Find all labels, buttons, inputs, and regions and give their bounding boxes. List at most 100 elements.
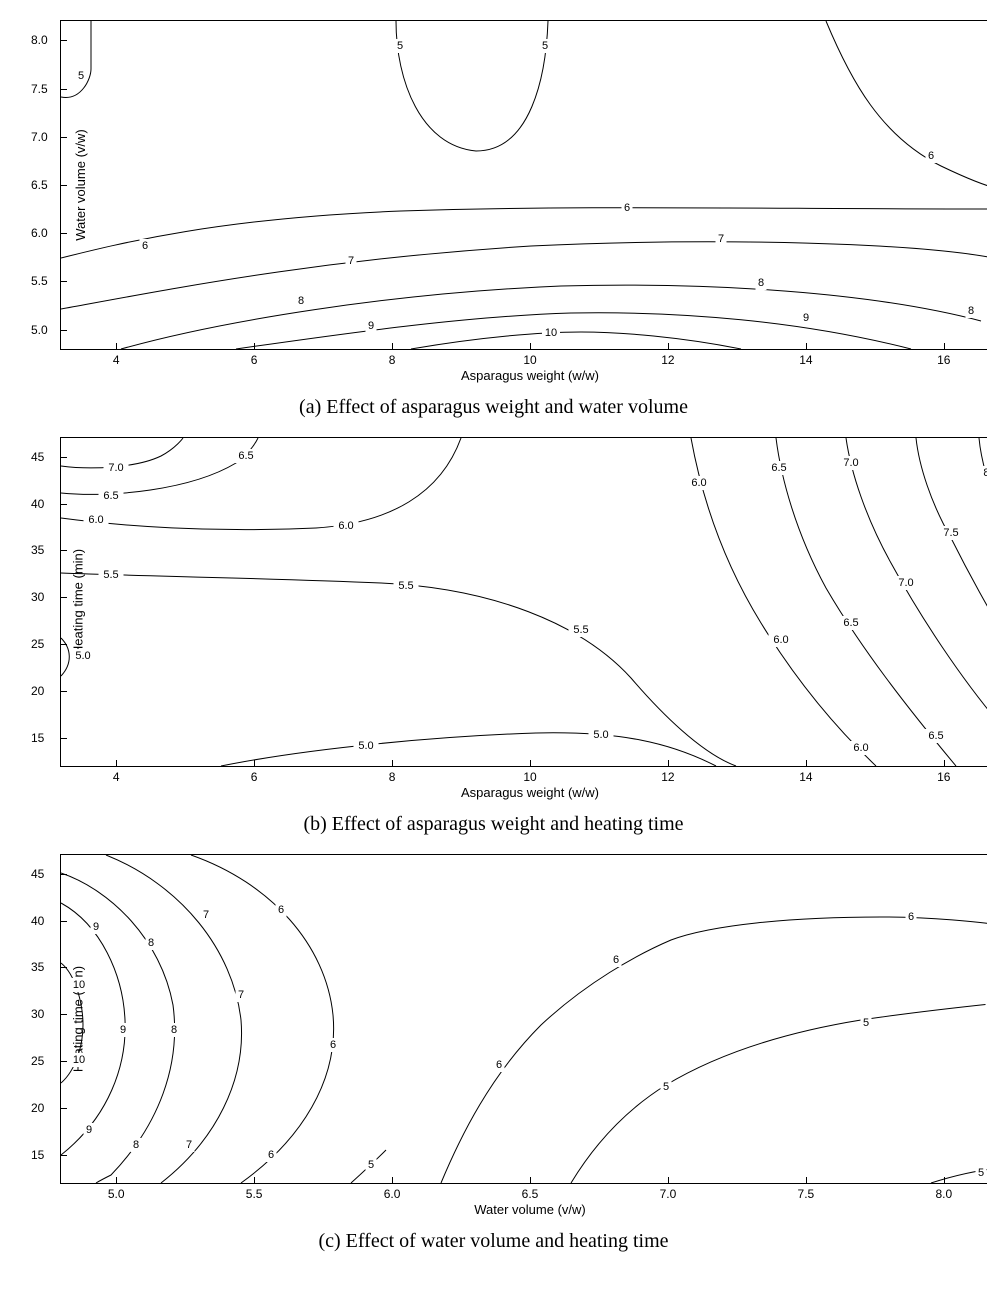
y-tick: 5.0 xyxy=(31,323,48,337)
x-tick: 8.0 xyxy=(935,1187,952,1201)
y-tick: 30 xyxy=(31,1007,44,1021)
contour-label: 6 xyxy=(330,1039,336,1051)
contour-label: 7 xyxy=(238,989,244,1001)
contour-label: 9 xyxy=(120,1024,126,1036)
x-axis-label: Asparagus weight (w/w) xyxy=(461,785,599,800)
contour-line xyxy=(221,733,716,766)
contour-label: 8 xyxy=(968,305,974,317)
contour-label: 9 xyxy=(803,312,809,324)
contour-label: 5.5 xyxy=(573,624,588,636)
contour-label: 5 xyxy=(78,70,84,82)
contour-label: 7.0 xyxy=(843,457,858,469)
contour-label: 7.0 xyxy=(108,462,123,474)
contour-line xyxy=(396,21,548,151)
contour-label: 5 xyxy=(863,1017,869,1029)
contour-label: 5.5 xyxy=(103,569,118,581)
y-tick: 6.0 xyxy=(31,226,48,240)
panel-a: Water volume (v/w)Asparagus weight (w/w)… xyxy=(20,20,967,419)
contour-label: 5.0 xyxy=(75,650,90,662)
y-tick: 40 xyxy=(31,497,44,511)
panel-caption: (b) Effect of asparagus weight and heati… xyxy=(20,813,967,836)
contour-line xyxy=(61,21,91,97)
contour-label: 6.0 xyxy=(853,742,868,754)
contour-label: 5.0 xyxy=(358,740,373,752)
plot-area: Water volume (v/w)Asparagus weight (w/w)… xyxy=(60,20,987,350)
contour-label: 8 xyxy=(758,277,764,289)
contour-label: 6.5 xyxy=(843,617,858,629)
panel-c: Heating time (min)Water volume (v/w)1520… xyxy=(20,854,967,1253)
contour-label: 7 xyxy=(203,909,209,921)
contour-label: 8.0 xyxy=(983,467,987,479)
x-tick: 8 xyxy=(389,353,396,367)
y-tick: 8.0 xyxy=(31,33,48,47)
x-tick: 14 xyxy=(799,353,812,367)
x-tick: 6.0 xyxy=(384,1187,401,1201)
y-tick: 7.5 xyxy=(31,82,48,96)
contour-line xyxy=(61,438,258,494)
contour-line xyxy=(411,332,741,349)
contour-line xyxy=(106,855,242,1183)
x-tick: 6 xyxy=(251,353,258,367)
x-tick: 8 xyxy=(389,770,396,784)
contour-svg: 7.0 6.5 6.5 6.0 6.0 5.5 5.5 5.5 5.0 5.0 5.0 6.0 6.0 6… xyxy=(61,438,987,766)
x-tick: 7.5 xyxy=(798,1187,815,1201)
x-tick: 12 xyxy=(661,770,674,784)
contour-label: 5 xyxy=(663,1081,669,1093)
contour-label: 6 xyxy=(908,911,914,923)
y-tick: 15 xyxy=(31,731,44,745)
contour-line xyxy=(61,438,461,530)
x-tick: 16 xyxy=(937,770,950,784)
y-tick: 20 xyxy=(31,684,44,698)
y-tick: 25 xyxy=(31,637,44,651)
x-tick: 16 xyxy=(937,353,950,367)
contour-label: 6.0 xyxy=(773,634,788,646)
contour-label: 6.0 xyxy=(691,477,706,489)
contour-label: 8 xyxy=(148,937,154,949)
contour-label: 6.5 xyxy=(771,462,786,474)
x-tick: 4 xyxy=(113,770,120,784)
contour-label: 6 xyxy=(278,904,284,916)
y-tick: 35 xyxy=(31,543,44,557)
y-tick: 30 xyxy=(31,590,44,604)
contour-label: 9 xyxy=(368,320,374,332)
contour-line xyxy=(191,855,334,1183)
contour-line xyxy=(61,208,987,258)
contour-label: 6 xyxy=(142,240,148,252)
contour-label: 5.5 xyxy=(398,580,413,592)
contour-label: 7.5 xyxy=(943,527,958,539)
x-tick: 7.0 xyxy=(660,1187,677,1201)
contour-label: 6.0 xyxy=(338,520,353,532)
x-axis-label: Water volume (v/w) xyxy=(474,1202,585,1217)
y-tick: 45 xyxy=(31,867,44,881)
contour-line xyxy=(691,438,876,766)
contour-line xyxy=(61,903,125,1155)
plot-area: Heating time (min)Asparagus weight (w/w)… xyxy=(60,437,987,767)
x-tick: 5.0 xyxy=(108,1187,125,1201)
contour-line xyxy=(571,1003,987,1183)
contour-label: 7 xyxy=(186,1139,192,1151)
contour-line xyxy=(826,21,987,189)
contour-line xyxy=(61,242,987,309)
y-tick: 20 xyxy=(31,1101,44,1115)
contour-label: 6.5 xyxy=(238,450,253,462)
contour-label: 5 xyxy=(368,1159,374,1171)
contour-label: 6.5 xyxy=(928,730,943,742)
contour-label: 6 xyxy=(268,1149,274,1161)
contour-label: 5.0 xyxy=(593,729,608,741)
x-tick: 6 xyxy=(251,770,258,784)
x-tick: 4 xyxy=(113,353,120,367)
contour-line xyxy=(441,917,987,1183)
contour-label: 9 xyxy=(93,921,99,933)
contour-label: 6.5 xyxy=(103,490,118,502)
x-tick: 5.5 xyxy=(246,1187,263,1201)
y-tick: 5.5 xyxy=(31,274,48,288)
contour-line xyxy=(61,573,736,766)
plot-area: Heating time (min)Water volume (v/w)1520… xyxy=(60,854,987,1184)
panel-caption: (a) Effect of asparagus weight and water… xyxy=(20,396,967,419)
contour-line xyxy=(61,638,69,676)
panel-b: Heating time (min)Asparagus weight (w/w)… xyxy=(20,437,967,836)
y-tick: 40 xyxy=(31,914,44,928)
x-axis-label: Asparagus weight (w/w) xyxy=(461,368,599,383)
contour-label: 10 xyxy=(545,327,557,339)
x-tick: 10 xyxy=(523,353,536,367)
